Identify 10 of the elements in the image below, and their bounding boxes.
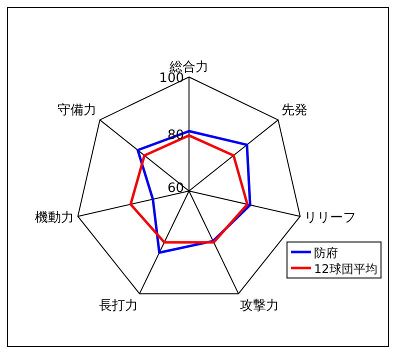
spoke-label: 機動力: [34, 210, 74, 226]
legend-label: 防府: [314, 246, 338, 260]
legend-label: 12球団平均: [314, 262, 378, 276]
spoke-label: 守備力: [58, 102, 97, 118]
y-tick-label: 100: [159, 71, 184, 86]
spoke-label: 長打力: [98, 298, 138, 314]
spoke-label: リリーフ: [304, 210, 356, 226]
spoke-label: 攻撃力: [240, 298, 280, 314]
y-tick-label: 60: [167, 181, 184, 196]
spoke-label: 先発: [281, 102, 308, 118]
